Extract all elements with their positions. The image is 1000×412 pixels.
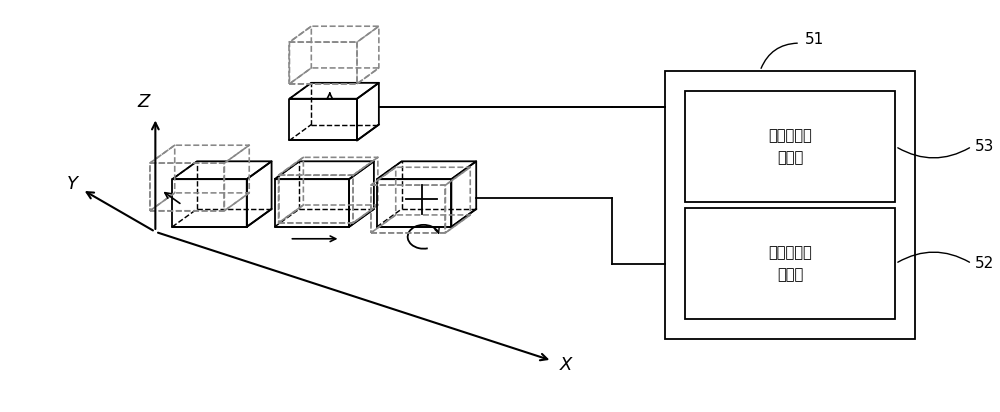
- Text: Z: Z: [137, 93, 150, 111]
- Text: Y: Y: [66, 175, 77, 193]
- Text: 51: 51: [805, 32, 824, 47]
- Text: 平面运动控
制模组: 平面运动控 制模组: [768, 245, 812, 282]
- Text: X: X: [560, 356, 573, 375]
- Text: 53: 53: [975, 139, 994, 154]
- Text: 对接距离控
制模组: 对接距离控 制模组: [768, 128, 812, 165]
- Text: 52: 52: [975, 256, 994, 271]
